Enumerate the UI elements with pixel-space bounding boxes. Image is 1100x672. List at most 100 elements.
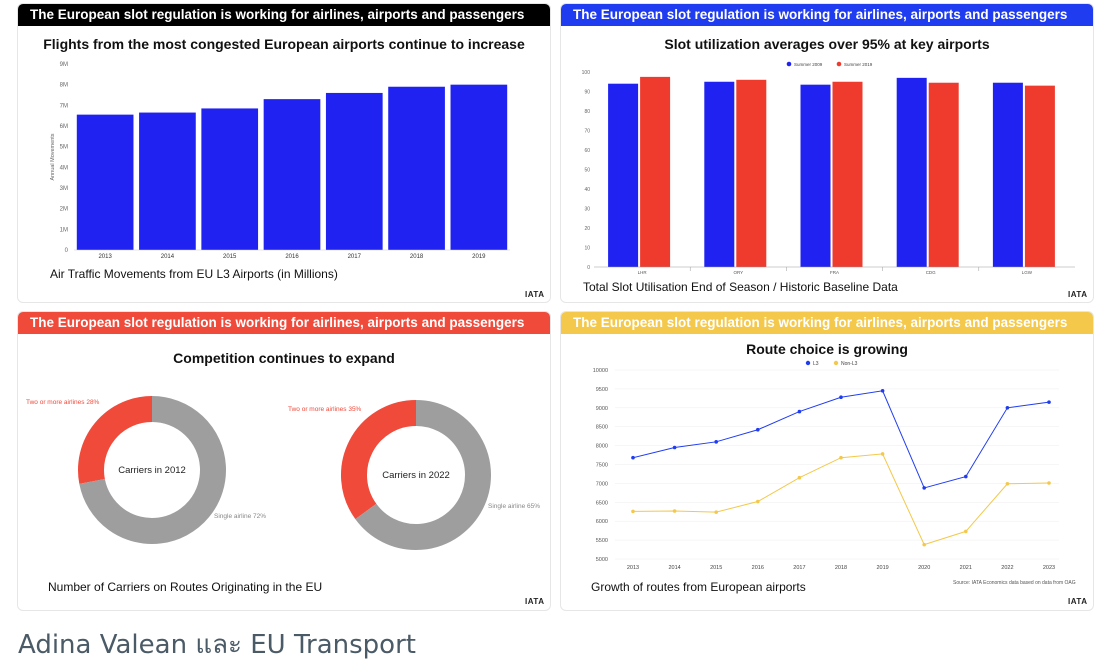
y-tick-label: 7500 (596, 463, 608, 469)
bar (800, 84, 831, 267)
data-point (672, 445, 677, 450)
bar (704, 81, 735, 267)
y-tick-label: 7M (60, 103, 68, 109)
data-point (714, 440, 718, 444)
legend-swatch (805, 360, 811, 366)
x-tick-label: 2019 (876, 565, 888, 571)
data-point (631, 455, 635, 460)
bar (992, 82, 1023, 267)
x-tick-label: 2016 (752, 565, 764, 571)
x-tick-label: 2022 (1001, 565, 1013, 571)
data-point (1047, 400, 1051, 404)
y-axis-label: Annual Movements (50, 133, 56, 180)
bar (263, 99, 321, 250)
y-tick-label: 0 (65, 248, 69, 254)
flights-bar-chart: 0 1M 2M 3M 4M 5M 6M 7M 8M 9M Annual Movements 2013 2… (50, 62, 510, 260)
data-point (922, 486, 926, 490)
x-tick-label: FRA (830, 270, 839, 275)
iata-logo: IATA (525, 597, 545, 606)
y-tick-label: 60 (584, 148, 590, 154)
y-tick-label: 4M (60, 165, 68, 171)
legend-swatch (833, 360, 839, 366)
y-tick-label: 80 (584, 109, 590, 115)
y-tick-label: 1M (60, 227, 68, 233)
x-tick-label: 2016 (285, 254, 299, 260)
bar (325, 92, 383, 250)
legend-label: Summer 2009 (794, 62, 823, 67)
x-tick-label: ORY (733, 270, 743, 275)
routes-line-chart: 5000 5500 6000 6500 7000 7500 8000 8500 9000 9500… (593, 360, 1059, 571)
competition-panel: The European slot regulation is working … (17, 311, 551, 611)
data-point (1005, 406, 1010, 410)
bar (640, 76, 671, 267)
x-tick-label: LHR (638, 270, 648, 275)
bar (388, 86, 445, 250)
bar (832, 81, 863, 267)
flights-banner: The European slot regulation is working … (18, 4, 550, 26)
x-tick-label: 2014 (668, 565, 680, 571)
x-tick-label: 2015 (710, 565, 722, 571)
y-tick-label: 9000 (596, 406, 608, 412)
x-tick-label: 2017 (348, 254, 362, 260)
bar (450, 84, 508, 251)
y-tick-label: 9500 (596, 387, 608, 393)
bar (1024, 85, 1055, 268)
iata-logo: IATA (1068, 290, 1088, 299)
x-tick-label: 2018 (835, 565, 847, 571)
slots-title: Slot utilization averages over 95% at ke… (664, 36, 990, 52)
iata-logo: IATA (1068, 597, 1088, 606)
data-point (797, 475, 802, 480)
x-tick-label: 2023 (1043, 565, 1055, 571)
data-point (964, 474, 968, 479)
y-tick-label: 8500 (596, 425, 608, 431)
routes-title: Route choice is growing (746, 341, 908, 357)
series-line (632, 390, 1050, 489)
x-tick-label: 2018 (410, 254, 424, 260)
flights-panel: The European slot regulation is working … (17, 3, 551, 303)
competition-title: Competition continues to expand (173, 350, 395, 366)
x-tick-label: 2017 (793, 565, 805, 571)
x-tick-label: LGW (1022, 270, 1033, 275)
bar (896, 77, 927, 267)
bar (736, 79, 767, 267)
x-tick-label: 2013 (98, 254, 112, 260)
y-tick-label: 90 (584, 90, 590, 96)
x-tick-label: 2014 (161, 254, 175, 260)
iata-logo: IATA (525, 290, 545, 299)
y-tick-label: 8M (60, 83, 68, 89)
y-tick-label: 5000 (596, 557, 608, 563)
flights-title: Flights from the most congested European… (43, 36, 525, 52)
legend-swatch (786, 61, 792, 67)
bar (928, 82, 959, 267)
y-tick-label: 70 (584, 129, 590, 135)
x-tick-label: 2015 (223, 254, 237, 260)
routes-banner: The European slot regulation is working … (561, 312, 1093, 334)
bar (76, 114, 134, 250)
y-tick-label: 2M (60, 207, 68, 213)
routes-panel: The European slot regulation is working … (560, 311, 1094, 611)
post-author-footer[interactable]: Adina Valean และ EU Transport (18, 630, 416, 660)
donut-slice (341, 400, 417, 520)
y-tick-label: 9M (60, 62, 68, 68)
data-point (922, 542, 926, 547)
donut-center-label: Carriers in 2022 (382, 470, 450, 481)
data-point (756, 427, 760, 432)
legend-label: Summer 2019 (844, 62, 873, 67)
donut-center-label: Carriers in 2012 (118, 465, 186, 476)
data-point (839, 395, 843, 400)
slots-bar-chart: 0 10 20 30 40 50 60 70 80 90 100 Summer 2009 Summer … (582, 61, 1075, 275)
y-tick-label: 100 (582, 70, 591, 76)
y-tick-label: 5500 (596, 538, 608, 544)
bar (201, 108, 259, 250)
routes-source: Source: IATA Economics data based on dat… (953, 580, 1076, 586)
x-tick-label: 2021 (960, 565, 972, 571)
x-tick-label: 2013 (627, 565, 639, 571)
data-point (756, 499, 760, 504)
series-line (632, 453, 1050, 546)
data-point (1047, 481, 1051, 485)
donut-slice (79, 396, 226, 544)
y-tick-label: 40 (584, 187, 590, 193)
slots-caption: Total Slot Utilisation End of Season / H… (583, 280, 898, 294)
competition-banner: The European slot regulation is working … (18, 312, 550, 334)
donut-slice (78, 396, 153, 484)
